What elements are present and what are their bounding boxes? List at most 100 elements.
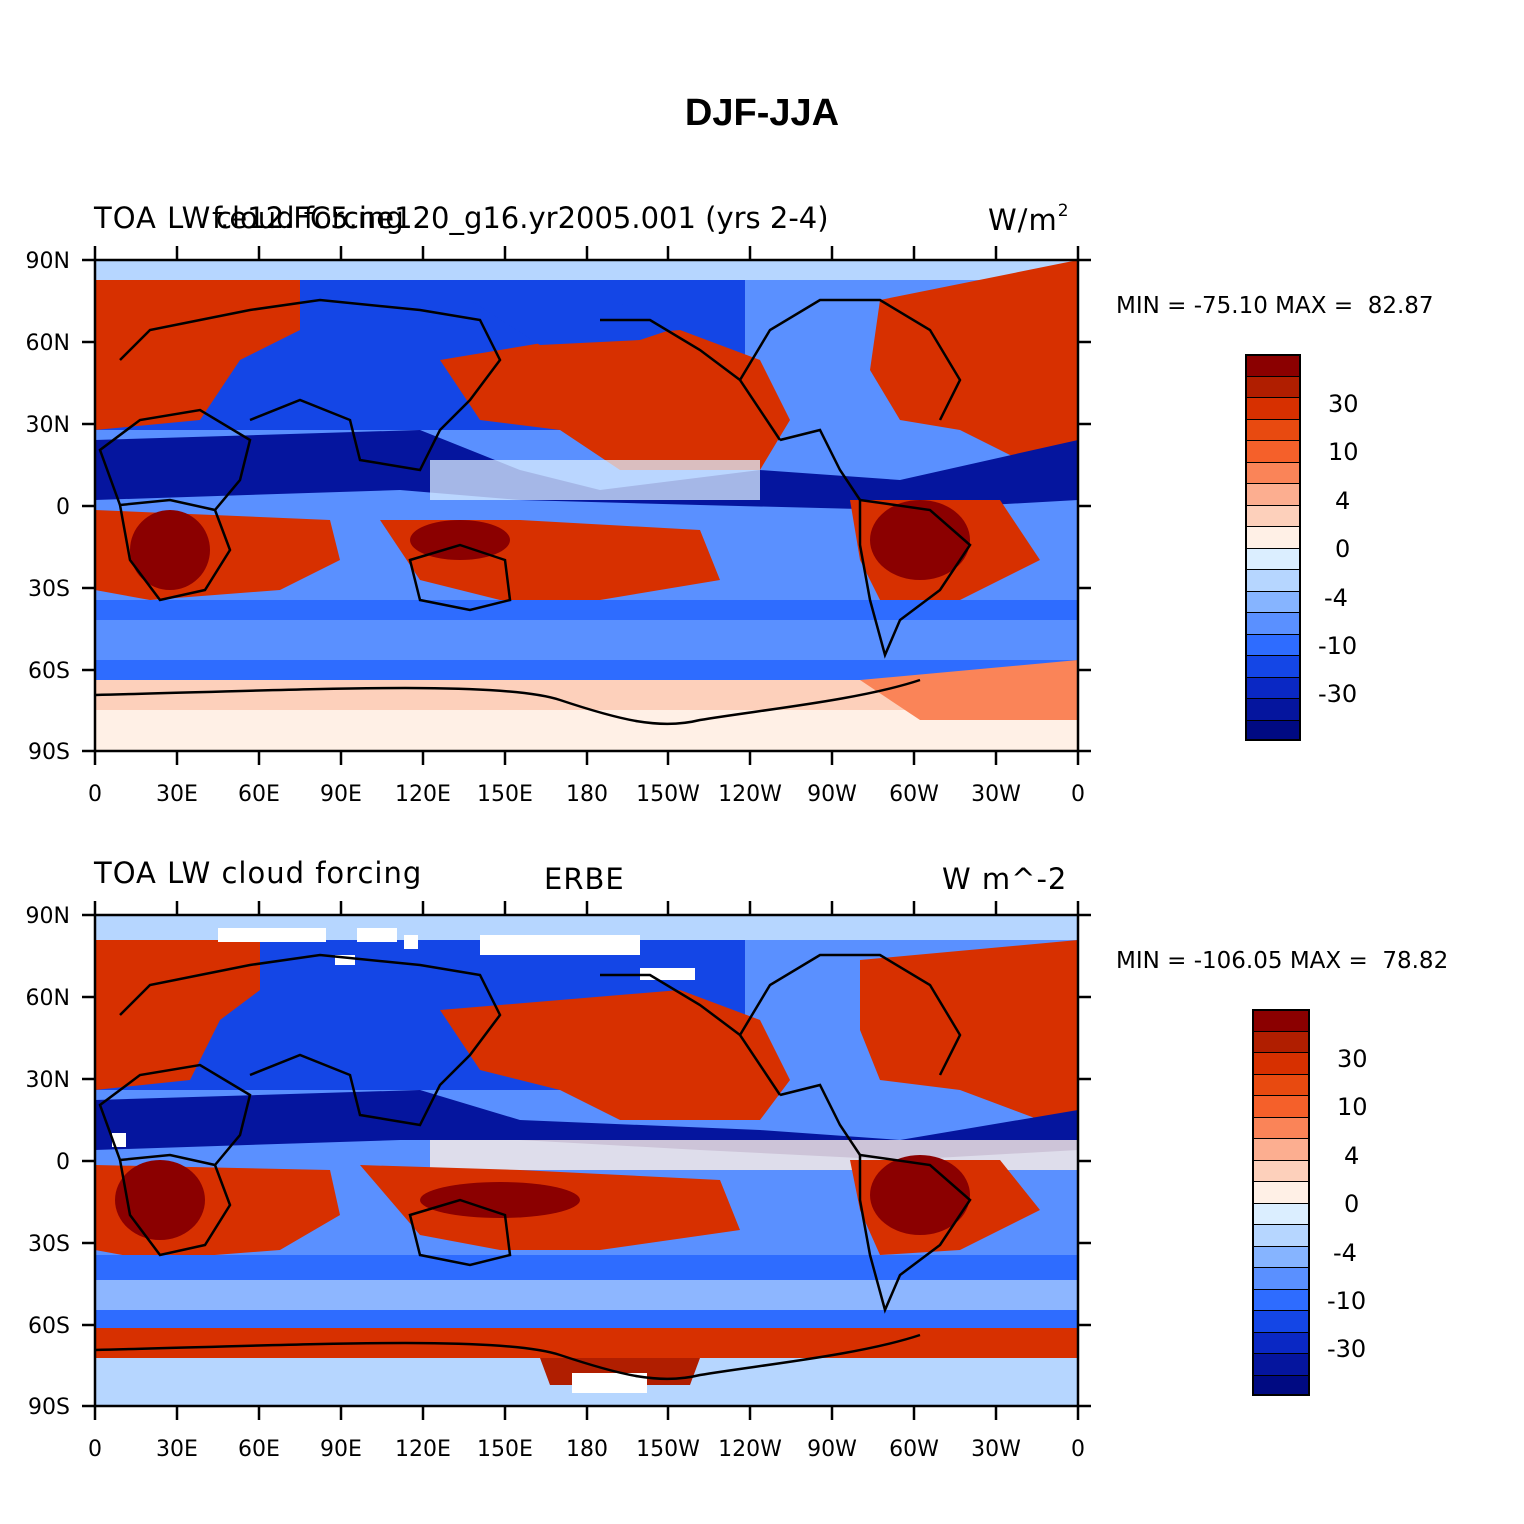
panel1-lon-label: 60E [238, 782, 280, 807]
panel1-colorbar-label: 4 [1335, 487, 1351, 515]
panel2-lon-label: 30W [971, 1437, 1021, 1462]
colorbar-swatch [1245, 590, 1301, 612]
colorbar-swatch [1245, 676, 1301, 698]
colorbar-swatch [1252, 1353, 1310, 1375]
colorbar-swatch [1252, 1138, 1310, 1160]
panel1-lon-label: 180 [566, 782, 608, 807]
panel2-lat-label: 30N [25, 1068, 70, 1093]
colorbar-swatch [1245, 375, 1301, 397]
panel2-coastlines [95, 953, 972, 1381]
colorbar-swatch [1252, 1267, 1310, 1289]
panel1-min-max: MIN = -75.10 MAX = 82.87 [1116, 293, 1434, 319]
panel1-lon-label: 30W [971, 782, 1021, 807]
panel2-colorbar-label: 4 [1344, 1142, 1360, 1170]
panel2-lon-label: 150E [477, 1437, 533, 1462]
colorbar-swatch [1245, 655, 1301, 677]
panel2-lat-label: 60S [28, 1314, 70, 1339]
colorbar-swatch [1245, 633, 1301, 655]
colorbar-swatch [1252, 1116, 1310, 1138]
panel1-field [95, 260, 1078, 751]
panel2-lat-label: 0 [56, 1150, 70, 1175]
colorbar-swatch [1245, 698, 1301, 720]
panel1-lon-ticks [93, 246, 1080, 765]
panel1-map [82, 246, 1091, 765]
colorbar-swatch [1245, 440, 1301, 462]
colorbar-swatch [1252, 1310, 1310, 1332]
colorbar-swatch [1252, 1331, 1310, 1353]
colorbar-swatch [1245, 354, 1301, 376]
panel1-units-sup: 2 [1057, 201, 1070, 221]
panel1-lon-label: 30E [156, 782, 198, 807]
colorbar-swatch [1252, 1073, 1310, 1095]
panel1-lat-label: 30N [25, 413, 70, 438]
panel2-lon-label: 0 [88, 1437, 102, 1462]
panel1-lat-label: 90S [28, 740, 70, 765]
panel1-lat-ticks [82, 258, 1091, 753]
colorbar-swatch [1245, 569, 1301, 591]
panel2-lon-label: 150W [636, 1437, 700, 1462]
panel2-colorbar-label: -30 [1327, 1335, 1367, 1363]
colorbar-swatch [1252, 1095, 1310, 1117]
panel1-colorbar-label: -4 [1324, 584, 1348, 612]
colorbar-swatch [1252, 1245, 1310, 1267]
panel2-lon-label: 30E [156, 1437, 198, 1462]
panel1-lat-label: 60S [28, 659, 70, 684]
panel1-colorbar-label: -30 [1318, 680, 1358, 708]
colorbar-swatch [1245, 504, 1301, 526]
colorbar-frame [1245, 354, 1301, 741]
colorbar-swatch [1252, 1030, 1310, 1052]
panel1-coastlines [95, 298, 972, 726]
panel1-overlay-text-a: cloud forcing [216, 201, 404, 235]
panel1-lat-label: 90N [25, 249, 70, 274]
panel1-lon-label: 120E [395, 782, 451, 807]
panel1-colorbar [1245, 354, 1301, 741]
panel1-units: W/m2 [988, 201, 1070, 237]
panel2-lon-label: 90E [320, 1437, 362, 1462]
panel1-colorbar-label: 10 [1328, 438, 1359, 466]
panel2-colorbar-label: 10 [1337, 1093, 1368, 1121]
panel1-lon-label: 0 [1071, 782, 1085, 807]
panel1-lon-label: 120W [718, 782, 782, 807]
colorbar-swatch [1245, 547, 1301, 569]
panel2-lat-label: 90N [25, 904, 70, 929]
panel2-colorbar-label: -10 [1327, 1287, 1367, 1315]
panel1-lon-label: 90E [320, 782, 362, 807]
colorbar-swatch [1245, 483, 1301, 505]
colorbar-swatch [1245, 397, 1301, 419]
panel2-lon-label: 180 [566, 1437, 608, 1462]
panel1-lon-label: 60W [889, 782, 939, 807]
colorbar-swatch [1245, 461, 1301, 483]
panel2-lon-label: 60W [889, 1437, 939, 1462]
panel2-colorbar-label: 30 [1337, 1045, 1368, 1073]
panel2-lon-label: 60E [238, 1437, 280, 1462]
colorbar-swatch [1245, 418, 1301, 440]
panel1-units-main: W/m [988, 203, 1058, 237]
panel2-lon-label: 120E [395, 1437, 451, 1462]
panel2-colorbar [1252, 1009, 1310, 1396]
panel1-colorbar-label: 30 [1328, 390, 1359, 418]
panel2-lon-label: 90W [807, 1437, 857, 1462]
colorbar-swatch [1252, 1374, 1310, 1396]
colorbar-swatch [1245, 526, 1301, 548]
panel1-lon-label: 150E [477, 782, 533, 807]
panel2-center-text: ERBE [544, 862, 625, 896]
colorbar-swatch [1245, 719, 1301, 741]
colorbar-swatch [1252, 1009, 1310, 1031]
panel2-lat-ticks [82, 913, 1091, 1408]
panel2-lat-label: 30S [28, 1232, 70, 1257]
panel2-left-text: TOA LW cloud forcing [94, 856, 423, 890]
panel2-lon-label: 120W [718, 1437, 782, 1462]
panel2-units: W m^-2 [942, 862, 1068, 896]
panel1-left-text: TOA LW [94, 201, 212, 235]
figure-title: DJF-JJA [684, 92, 840, 134]
colorbar-swatch [1245, 612, 1301, 634]
colorbar-swatch [1252, 1288, 1310, 1310]
panel2-colorbar-label: -4 [1333, 1239, 1357, 1267]
panel1-lat-label: 0 [56, 495, 70, 520]
panel2-lat-label: 60N [25, 986, 70, 1011]
colorbar-swatch [1252, 1224, 1310, 1246]
colorbar-frame [1252, 1009, 1310, 1396]
panel1-lon-label: 150W [636, 782, 700, 807]
panel1-lon-label: 90W [807, 782, 857, 807]
